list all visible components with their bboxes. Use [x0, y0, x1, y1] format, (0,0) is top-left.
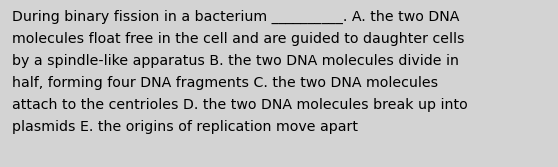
Text: During binary fission in a bacterium __________. A. the two DNA: During binary fission in a bacterium ___… [12, 10, 459, 24]
Text: attach to the centrioles D. the two DNA molecules break up into: attach to the centrioles D. the two DNA … [12, 98, 468, 112]
Text: by a spindle-like apparatus B. the two DNA molecules divide in: by a spindle-like apparatus B. the two D… [12, 54, 459, 68]
Text: plasmids E. the origins of replication move apart: plasmids E. the origins of replication m… [12, 120, 358, 134]
Text: half, forming four DNA fragments C. the two DNA molecules: half, forming four DNA fragments C. the … [12, 76, 438, 90]
Text: molecules float free in the cell and are guided to daughter cells: molecules float free in the cell and are… [12, 32, 464, 46]
